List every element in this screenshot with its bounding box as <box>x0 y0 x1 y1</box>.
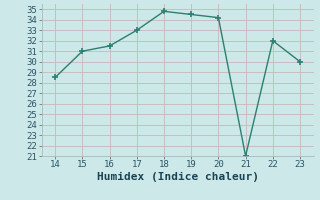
X-axis label: Humidex (Indice chaleur): Humidex (Indice chaleur) <box>97 172 259 182</box>
